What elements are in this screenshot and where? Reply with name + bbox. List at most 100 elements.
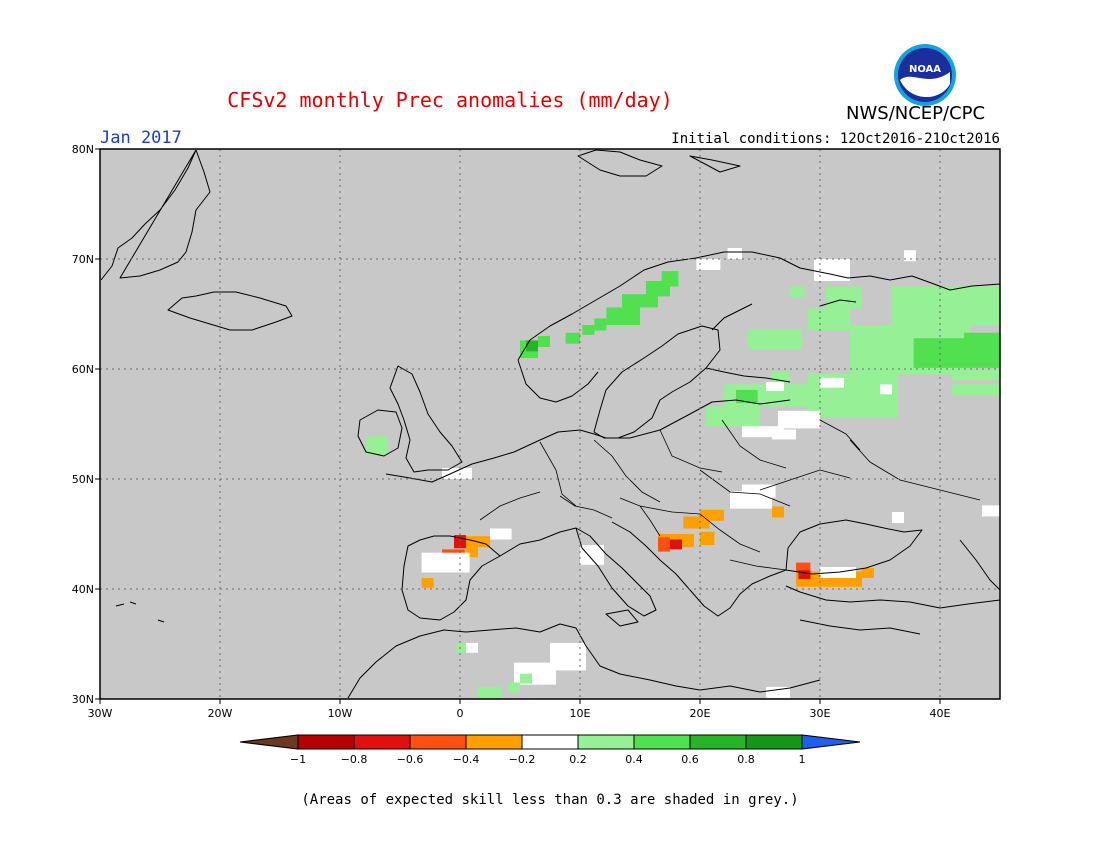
anomaly-cell: [820, 377, 844, 388]
anomaly-cell: [772, 429, 796, 440]
noaa-logo: NOAA: [894, 44, 956, 106]
anomaly-cell: [727, 248, 742, 259]
colorbar-label: 0.4: [625, 753, 643, 766]
map-title: CFSv2 monthly Prec anomalies (mm/day): [227, 88, 673, 112]
lat-tick-label: 60N: [72, 363, 94, 376]
lat-tick-label: 30N: [72, 693, 94, 706]
colorbar-segment: [297, 734, 355, 750]
coastline-north-africa: [347, 623, 821, 699]
anomaly-cell: [778, 410, 820, 429]
anomaly-cell: [442, 468, 472, 479]
org-label: NWS/NCEP/CPC: [846, 103, 986, 124]
coastline-scandinavia: [517, 251, 849, 439]
anomaly-cell: [565, 332, 580, 344]
map-background: [100, 149, 1000, 699]
anomaly-cell: [670, 539, 682, 550]
coastline-continent-north: [385, 399, 791, 483]
anomaly-cell: [952, 369, 1000, 380]
anomaly-cell: [466, 642, 478, 653]
anomaly-cell: [622, 294, 658, 308]
colorbar-label: 1: [799, 753, 806, 766]
lat-tick-label: 50N: [72, 473, 94, 486]
colorbar-label: −0.4: [453, 753, 480, 766]
axis-ticks: 30W 20W 10W 0 10E 20E 30E 40E 80N 70N 60N 50N 40N 30N: [72, 143, 951, 720]
anomaly-cell: [661, 271, 679, 287]
anomaly-cell: [582, 325, 595, 335]
anomaly-cell: [742, 426, 784, 438]
anomaly-cell: [580, 545, 604, 565]
colorbar-arrow-high: [801, 734, 861, 750]
lon-tick-label: 30W: [88, 707, 113, 720]
anomaly-cell: [490, 528, 512, 540]
coastline-finland-gulf: [705, 303, 791, 383]
anomaly-cell: [772, 371, 790, 383]
coastline-britain: [389, 365, 463, 473]
anomaly-cell: [798, 570, 811, 580]
lon-tick-label: 30E: [810, 707, 831, 720]
lat-tick-label: 80N: [72, 143, 94, 156]
coastline-svalbard-fjs: [577, 149, 741, 177]
lon-tick-label: 10W: [328, 707, 353, 720]
anomaly-cell: [562, 646, 586, 658]
coastline-adriatic-balkans: [611, 521, 787, 617]
anomaly-cell: [736, 389, 758, 404]
skill-footnote: (Areas of expected skill less than 0.3 a…: [301, 792, 799, 808]
colorbar-label: 0.2: [569, 753, 587, 766]
coastline-italy: [575, 527, 657, 627]
coastline-caspian: [959, 539, 1001, 591]
map-frame: [99, 148, 1001, 700]
noaa-logo-text: NOAA: [909, 64, 941, 75]
colorbar-arrow-low: [239, 734, 299, 750]
anomaly-cell: [456, 642, 469, 653]
forecast-month: Jan 2017: [100, 128, 182, 148]
colorbar-label: −1: [290, 753, 306, 766]
anomaly-cell: [982, 505, 1000, 517]
colorbar-segment: [577, 734, 635, 750]
anomaly-cell: [421, 578, 434, 588]
anomaly-cells: [366, 248, 1000, 698]
anomaly-cell: [880, 384, 892, 395]
map-grid: [100, 149, 1000, 699]
anomaly-cell: [421, 552, 470, 573]
anomaly-cell: [478, 686, 502, 698]
anomaly-cell: [772, 506, 784, 518]
colorbar-segment: [353, 734, 411, 750]
colorbar-label: 0.6: [681, 753, 699, 766]
anomaly-cell: [700, 531, 715, 545]
anomaly-cell: [696, 259, 721, 270]
anomaly-cell: [904, 250, 916, 262]
anomaly-cell: [700, 509, 724, 521]
anomaly-cell: [892, 286, 1000, 325]
coastline-iberia: [401, 535, 501, 621]
anomaly-cell: [466, 547, 478, 558]
anomaly-cell: [538, 336, 550, 347]
coastline-russia-north: [819, 275, 1001, 307]
coastline-iceland: [167, 291, 293, 331]
anomaly-cell: [366, 436, 388, 455]
lon-tick-label: 20W: [208, 707, 233, 720]
colorbar-segment: [465, 734, 523, 750]
colorbar-label: −0.2: [509, 753, 536, 766]
anomaly-cell: [952, 384, 1000, 396]
anomaly-cell: [594, 318, 607, 331]
anomaly-cell: [520, 673, 532, 684]
anomaly-cell: [766, 686, 790, 698]
anomaly-cell: [862, 568, 874, 578]
coastline-france-med: [499, 527, 577, 557]
colorbar-segment: [745, 734, 803, 750]
colorbar-segment: [521, 734, 579, 750]
anomaly-map: 30W 20W 10W 0 10E 20E 30E 40E 80N 70N 60N 50N 40N 30N…: [72, 143, 1001, 766]
colorbar-segment: [689, 734, 747, 750]
anomaly-cell: [526, 340, 538, 352]
coastline-greenland: [100, 149, 211, 281]
colorbar-label: 0.8: [737, 753, 755, 766]
colorbar: −1 −0.8 −0.6 −0.4 −0.2 0.2 0.4 0.6 0.8 1: [239, 734, 861, 766]
colorbar-label: −0.6: [397, 753, 424, 766]
anomaly-cell: [796, 562, 811, 573]
anomaly-cell: [508, 682, 520, 693]
lon-tick-label: 0: [457, 707, 464, 720]
anomaly-cell: [706, 406, 760, 427]
colorbar-segment: [409, 734, 467, 750]
anomaly-cell: [748, 329, 802, 350]
lat-tick-label: 70N: [72, 253, 94, 266]
